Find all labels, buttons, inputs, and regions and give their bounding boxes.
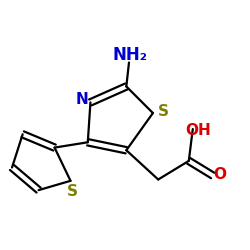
Text: NH₂: NH₂ — [113, 46, 148, 64]
Text: S: S — [67, 184, 78, 200]
Text: N: N — [76, 92, 88, 107]
Text: OH: OH — [185, 123, 211, 138]
Text: O: O — [214, 168, 227, 182]
Text: S: S — [158, 104, 168, 119]
